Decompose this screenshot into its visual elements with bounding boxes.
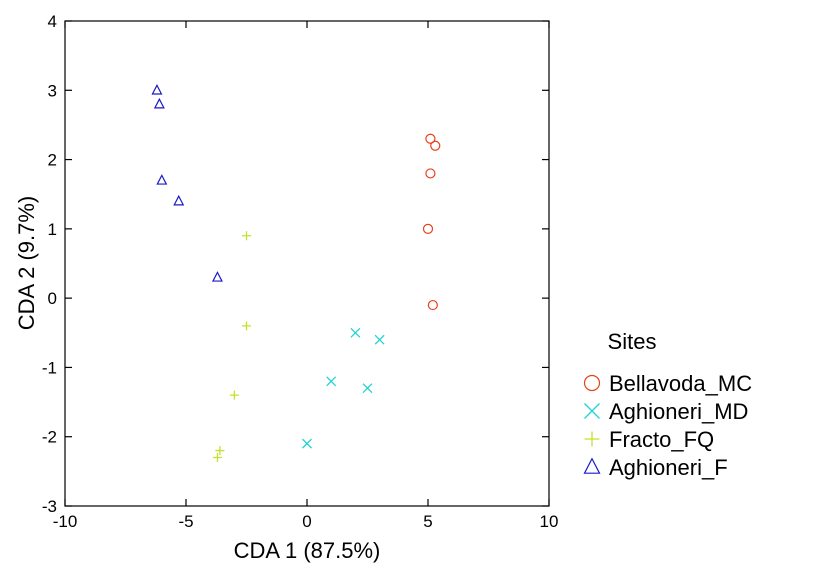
legend-label: Fracto_FQ <box>609 427 714 452</box>
legend-marker-aghioneri-md <box>584 403 600 419</box>
data-point-aghioneri-md <box>302 438 312 449</box>
legend-label: Aghioneri_F <box>609 455 728 480</box>
legend-item-aghioneri-f: Aghioneri_F <box>583 455 728 480</box>
x-axis-label: CDA 1 (87.5%) <box>234 538 381 563</box>
legend-item-bellavoda-mc: Bellavoda_MC <box>583 371 752 396</box>
legend-label: Bellavoda_MC <box>609 371 752 396</box>
legend-title: Sites <box>608 329 657 354</box>
y-tick-label: 4 <box>48 12 57 31</box>
legend-marker-bellavoda-mc <box>583 374 601 392</box>
data-point-fracto-fq <box>242 321 251 331</box>
data-point-aghioneri-md <box>362 383 373 394</box>
legend-item-fracto-fq: Fracto_FQ <box>584 427 714 452</box>
data-point-fracto-fq <box>212 453 222 462</box>
legend-marker-fracto-fq <box>584 431 600 447</box>
data-point-aghioneri-f <box>156 174 168 185</box>
data-point-aghioneri-f <box>153 97 165 109</box>
y-tick-label: 2 <box>48 151 57 170</box>
y-tick-label: -2 <box>42 428 57 447</box>
y-tick-label: -3 <box>42 497 57 516</box>
data-point-aghioneri-md <box>374 334 385 345</box>
data-point-aghioneri-md <box>326 376 337 387</box>
series-fracto-fq <box>212 231 251 462</box>
y-tick-label: 1 <box>48 220 57 239</box>
y-tick-label: -1 <box>42 358 57 377</box>
x-tick-label: -10 <box>53 512 78 531</box>
data-points <box>151 84 441 462</box>
legend-marker-aghioneri-f <box>583 457 601 474</box>
data-point-bellavoda-mc <box>427 299 438 311</box>
data-point-bellavoda-mc <box>422 223 434 234</box>
data-point-aghioneri-f <box>151 84 163 95</box>
data-point-fracto-fq <box>229 390 239 400</box>
y-tick-label: 3 <box>48 81 57 100</box>
legend-label: Aghioneri_MD <box>609 399 748 424</box>
y-tick-label: 0 <box>48 289 57 308</box>
data-point-bellavoda-mc <box>430 140 441 151</box>
data-point-fracto-fq <box>215 446 225 456</box>
data-point-aghioneri-f <box>211 271 223 282</box>
x-tick-label: 10 <box>540 512 559 531</box>
x-tick-label: 5 <box>423 512 432 531</box>
series-aghioneri-f <box>151 84 223 282</box>
data-point-fracto-fq <box>242 231 251 241</box>
data-point-aghioneri-f <box>173 194 185 206</box>
legend: Bellavoda_MC Aghioneri_MD Fracto_FQ Aghione… <box>583 371 752 480</box>
series-aghioneri-md <box>302 327 385 449</box>
data-point-bellavoda-mc <box>425 168 436 179</box>
data-point-bellavoda-mc <box>425 133 436 144</box>
x-tick-label: 0 <box>302 512 311 531</box>
series-bellavoda-mc <box>422 133 441 311</box>
plot-area <box>64 20 550 507</box>
y-axis-label: CDA 2 (9.7%) <box>14 196 39 331</box>
x-tick-label: -5 <box>178 512 193 531</box>
data-point-aghioneri-md <box>350 327 361 338</box>
legend-item-aghioneri-md: Aghioneri_MD <box>584 399 748 424</box>
